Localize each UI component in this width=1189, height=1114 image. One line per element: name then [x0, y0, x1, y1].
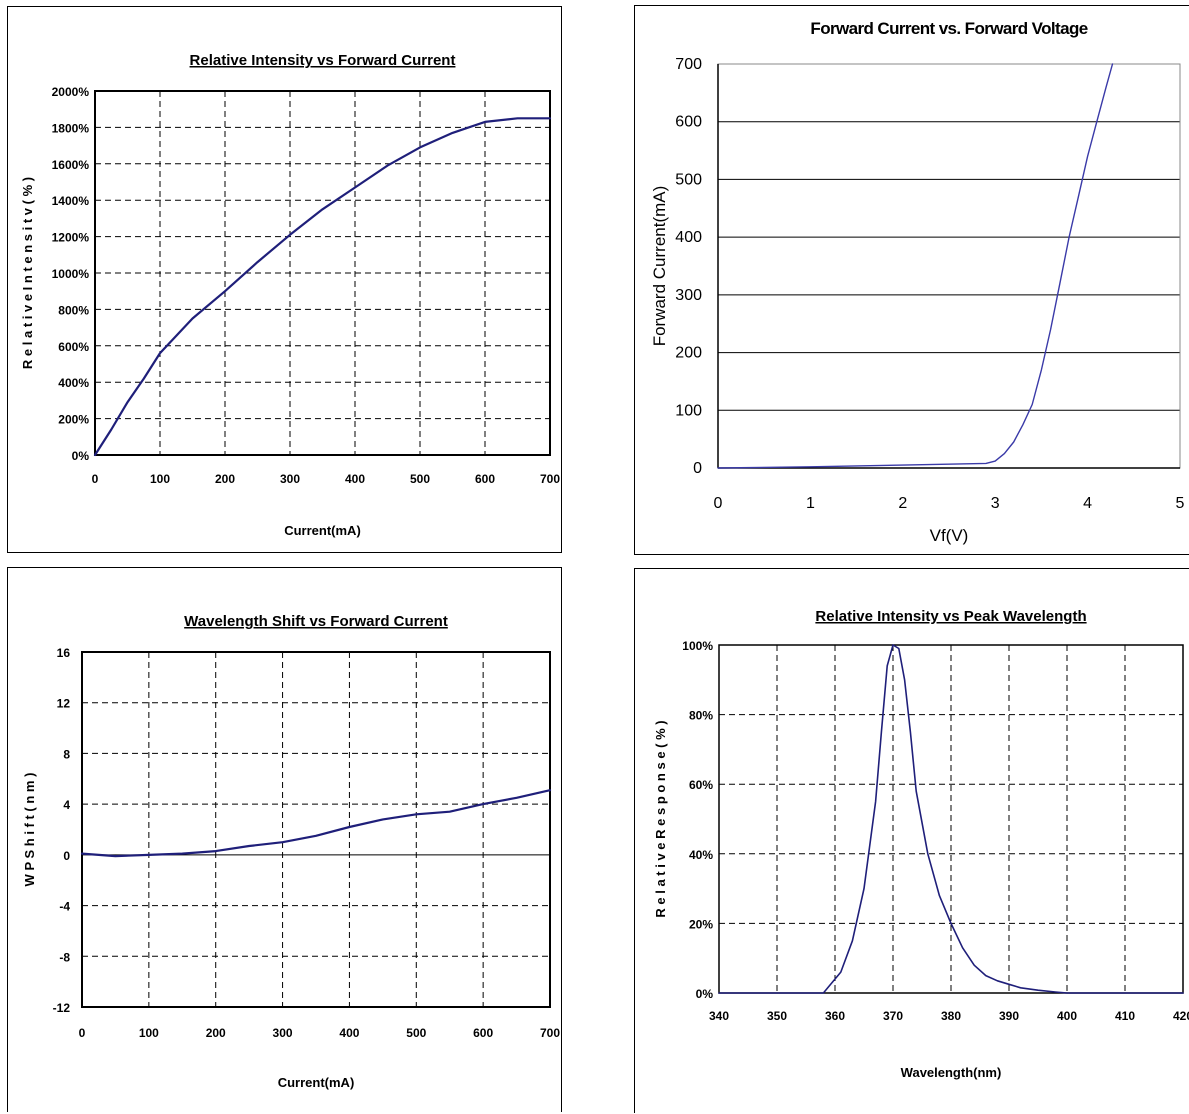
series-line: [718, 644, 1184, 994]
y-tick-label: 400%: [58, 376, 89, 390]
y-tick-label: 1600%: [52, 158, 90, 172]
x-tick-label: 100: [139, 1026, 159, 1040]
relative-intensity-current-chart: Relative Intensity vs Forward Current 0 10…: [20, 52, 560, 538]
y-tick-label: 1000%: [52, 267, 90, 281]
y-tick-label: 600: [675, 114, 702, 131]
y-tick-label: 80%: [689, 709, 713, 723]
wavelength-shift-current-chart: Wavelength Shift vs Forward Current 0 100 2…: [22, 613, 560, 1090]
x-tick-label: 100: [150, 472, 170, 486]
x-tick-label: 350: [767, 1009, 787, 1023]
x-tick-label: 500: [410, 472, 430, 486]
series-line: [717, 63, 1114, 469]
series-line: [80, 789, 552, 858]
x-tick-label: 2: [898, 495, 907, 512]
y-tick-label: 100%: [682, 639, 713, 653]
x-tick-label: 390: [999, 1009, 1019, 1023]
x-axis-label: Vf(V): [930, 526, 969, 545]
relative-intensity-wavelength-chart: Relative Intensity vs Peak Wavelength 340…: [653, 608, 1189, 1080]
x-tick-label: 370: [883, 1009, 903, 1023]
y-tick-label: -12: [53, 1001, 71, 1015]
x-axis-label: Current(mA): [284, 523, 361, 538]
y-tick-label: 1400%: [52, 194, 90, 208]
y-tick-label: -8: [59, 950, 70, 964]
x-tick-label: 0: [714, 495, 723, 512]
x-tick-label: 700: [540, 472, 560, 486]
forward-current-voltage-panel: Forward Current vs. Forward Voltage 0 1 2 3 4…: [634, 5, 1189, 555]
y-tick-label: 16: [57, 646, 71, 660]
y-tick-label: 60%: [689, 778, 713, 792]
x-tick-label: 5: [1176, 495, 1185, 512]
x-tick-label: 4: [1083, 495, 1092, 512]
y-tick-label: 0: [693, 460, 702, 477]
x-tick-label: 3: [991, 495, 1000, 512]
chart-title: Wavelength Shift vs Forward Current: [184, 613, 448, 630]
x-tick-label: 340: [709, 1009, 729, 1023]
y-tick-label: 1200%: [52, 231, 90, 245]
y-axis-label: R e l a t i v e I n t e n s i t v ( % ): [20, 177, 35, 369]
plot-frame: [718, 644, 1184, 994]
forward-current-voltage-chart: Forward Current vs. Forward Voltage 0 1 2 3 4…: [650, 19, 1185, 545]
y-tick-label: 40%: [689, 848, 713, 862]
x-tick-label: 300: [280, 472, 300, 486]
y-tick-label: 4: [63, 798, 70, 812]
y-tick-label: 12: [57, 697, 71, 711]
y-tick-label: 300: [675, 287, 702, 304]
y-tick-label: 200: [675, 345, 702, 362]
y-tick-label: 0%: [72, 449, 90, 463]
y-tick-label: 400: [675, 229, 702, 246]
x-tick-label: 200: [215, 472, 235, 486]
y-axis-label: W P S h i f t ( n m ): [22, 773, 37, 887]
x-tick-label: 1: [806, 495, 815, 512]
relative-intensity-wavelength-panel: Relative Intensity vs Peak Wavelength 340…: [634, 568, 1189, 1113]
y-tick-label: 500: [675, 171, 702, 188]
y-tick-label: 0: [63, 849, 70, 863]
x-tick-label: 360: [825, 1009, 845, 1023]
y-tick-label: -4: [59, 900, 70, 914]
x-tick-label: 0: [92, 472, 99, 486]
relative-intensity-current-panel: Relative Intensity vs Forward Current 0 10…: [7, 6, 562, 553]
x-axis-label: Current(mA): [278, 1075, 355, 1090]
x-tick-label: 420: [1173, 1009, 1189, 1023]
plot-frame: [717, 63, 1181, 469]
y-tick-label: 8: [63, 747, 70, 761]
chart-title: Relative Intensity vs Peak Wavelength: [815, 608, 1086, 625]
y-axis-label: Forward Current(mA): [650, 186, 669, 347]
y-tick-label: 200%: [58, 413, 89, 427]
plot-frame: [94, 90, 551, 456]
x-tick-label: 600: [475, 472, 495, 486]
x-tick-label: 300: [273, 1026, 293, 1040]
y-tick-label: 600%: [58, 340, 89, 354]
wavelength-shift-current-panel: Wavelength Shift vs Forward Current 0 100 2…: [7, 567, 562, 1112]
x-tick-label: 400: [345, 472, 365, 486]
y-tick-label: 1800%: [52, 121, 90, 135]
plot-frame: [81, 651, 551, 1008]
x-tick-label: 410: [1115, 1009, 1135, 1023]
series-line: [93, 117, 552, 457]
x-tick-label: 0: [79, 1026, 86, 1040]
chart-title: Relative Intensity vs Forward Current: [190, 52, 456, 69]
x-tick-label: 380: [941, 1009, 961, 1023]
x-tick-label: 400: [1057, 1009, 1077, 1023]
x-tick-label: 700: [540, 1026, 560, 1040]
y-tick-label: 0%: [696, 987, 714, 1001]
chart-title: Forward Current vs. Forward Voltage: [810, 19, 1087, 38]
x-tick-label: 200: [206, 1026, 226, 1040]
y-tick-label: 800%: [58, 303, 89, 317]
y-tick-label: 20%: [689, 917, 713, 931]
y-axis-label: R e l a t i v e R e s p o n s e ( % ): [653, 720, 668, 917]
y-tick-label: 700: [675, 56, 702, 73]
x-tick-label: 500: [406, 1026, 426, 1040]
x-tick-label: 400: [339, 1026, 359, 1040]
x-tick-label: 600: [473, 1026, 493, 1040]
y-tick-label: 2000%: [52, 85, 90, 99]
y-tick-label: 100: [675, 402, 702, 419]
x-axis-label: Wavelength(nm): [901, 1065, 1002, 1080]
